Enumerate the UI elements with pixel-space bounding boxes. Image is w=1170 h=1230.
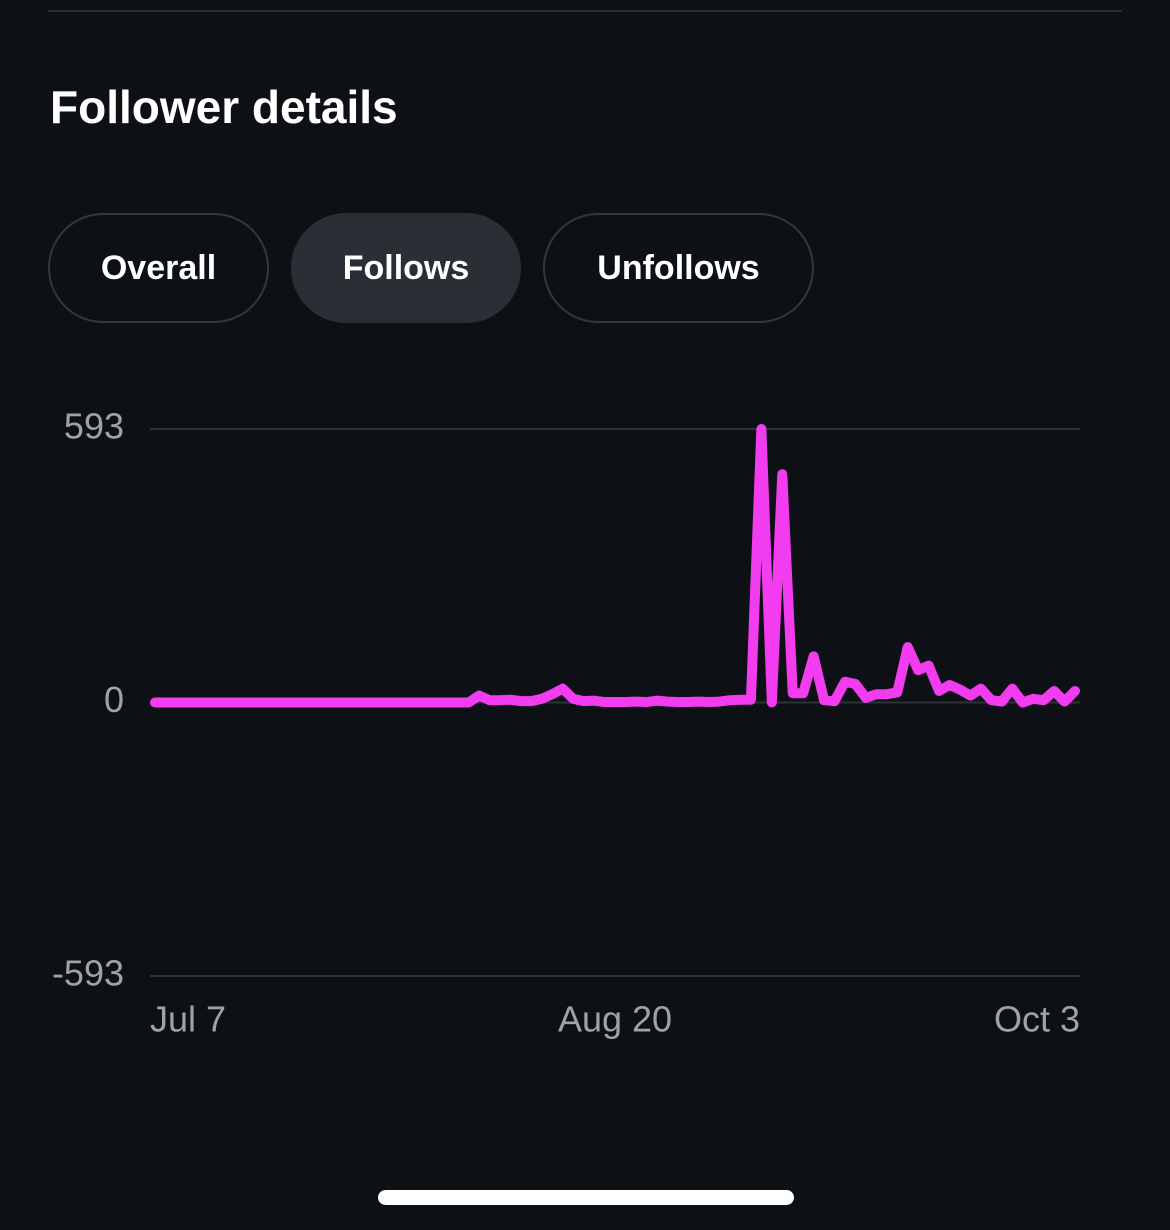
chart: -593 0 593 Jul 7 Aug 20 Oct 3 bbox=[52, 406, 1080, 1040]
x-tick-label: Jul 7 bbox=[150, 999, 226, 1040]
x-tick-label: Aug 20 bbox=[558, 999, 672, 1040]
tab-follows[interactable]: Follows bbox=[291, 213, 521, 323]
y-tick-label: -593 bbox=[52, 953, 124, 994]
section-title: Follower details bbox=[50, 81, 398, 133]
y-tick-label: 593 bbox=[64, 406, 124, 447]
data-line bbox=[150, 424, 1080, 708]
divider bbox=[48, 10, 1122, 12]
tab-unfollows[interactable]: Unfollows bbox=[543, 213, 814, 323]
x-tick-label: Oct 3 bbox=[994, 999, 1080, 1040]
tab-overall[interactable]: Overall bbox=[48, 213, 269, 323]
y-tick-label: 0 bbox=[104, 679, 124, 720]
home-indicator bbox=[378, 1190, 794, 1205]
